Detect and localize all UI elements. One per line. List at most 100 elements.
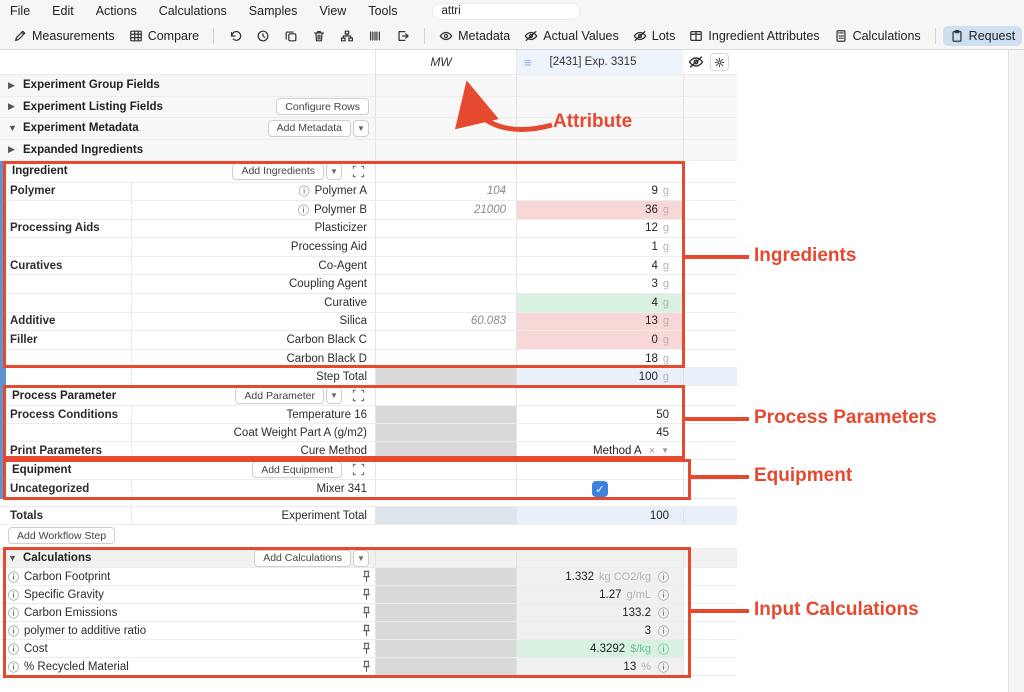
experiment-metadata-row[interactable]: ▼ Experiment Metadata Add Metadata ▼	[0, 118, 737, 140]
drag-handle-icon[interactable]: ≡	[524, 55, 532, 70]
amount-cell[interactable]: 18 g	[516, 349, 683, 368]
parameter-value-cell[interactable]: 45	[516, 424, 683, 442]
menu-view[interactable]: View	[319, 4, 347, 18]
search-input[interactable]	[431, 2, 580, 20]
workflow-button[interactable]	[333, 26, 361, 46]
clear-selection-icon[interactable]: ×	[648, 444, 656, 457]
export-button[interactable]	[389, 26, 417, 46]
expand-section-icon[interactable]	[352, 463, 365, 476]
info-icon[interactable]: ⓘ	[658, 661, 669, 674]
column-settings-button[interactable]	[710, 53, 729, 71]
chevron-right-icon[interactable]: ▶	[8, 79, 15, 90]
menu-edit[interactable]: Edit	[52, 4, 74, 18]
info-icon[interactable]: ⓘ	[658, 643, 669, 656]
undo-button[interactable]	[221, 26, 249, 46]
mw-cell[interactable]	[375, 219, 516, 238]
cure-method-select[interactable]: Method A × ▼	[516, 442, 683, 460]
pin-icon[interactable]	[362, 570, 371, 583]
info-icon[interactable]: ⓘ	[658, 625, 669, 638]
info-icon[interactable]: ⓘ	[8, 571, 19, 584]
experiment-column-header[interactable]: ≡ [2431] Exp. 3315	[516, 50, 683, 74]
delete-button[interactable]	[305, 26, 333, 46]
menu-actions[interactable]: Actions	[95, 4, 137, 18]
add-parameter-button[interactable]: Add Parameter	[235, 387, 324, 405]
info-icon[interactable]: ⓘ	[297, 204, 309, 217]
add-calculations-dropdown[interactable]: ▼	[353, 549, 369, 567]
pin-icon[interactable]	[362, 624, 371, 637]
add-ingredients-dropdown[interactable]: ▼	[326, 162, 342, 180]
add-parameter-dropdown[interactable]: ▼	[326, 387, 342, 405]
chevron-down-icon[interactable]: ▼	[8, 123, 17, 134]
lots-toggle[interactable]: Lots	[626, 26, 683, 46]
info-icon[interactable]: ⓘ	[658, 589, 669, 602]
mw-cell[interactable]: 60.083	[375, 312, 516, 331]
chevron-down-icon[interactable]: ▼	[8, 553, 17, 563]
gear-icon	[714, 57, 725, 68]
ingredient-attributes-toggle[interactable]: Ingredient Attributes	[682, 26, 826, 46]
menu-calculations[interactable]: Calculations	[158, 4, 227, 18]
menu-file[interactable]: File	[10, 4, 31, 18]
request-button[interactable]: Request	[942, 25, 1023, 46]
info-icon[interactable]: ⓘ	[658, 607, 669, 620]
barcode-button[interactable]	[361, 26, 389, 46]
add-metadata-dropdown[interactable]: ▼	[353, 119, 369, 137]
info-icon[interactable]: ⓘ	[298, 186, 310, 199]
mw-column-header[interactable]: MW	[375, 50, 516, 74]
vertical-scrollbar[interactable]	[1008, 50, 1024, 692]
amount-cell[interactable]: 13 g	[516, 312, 683, 331]
info-icon[interactable]: ⓘ	[8, 607, 19, 620]
pin-icon[interactable]	[362, 660, 371, 673]
add-equipment-button[interactable]: Add Equipment	[252, 461, 342, 479]
info-icon[interactable]: ⓘ	[658, 571, 669, 584]
info-icon[interactable]: ⓘ	[8, 661, 19, 674]
add-metadata-button[interactable]: Add Metadata	[267, 119, 351, 137]
hide-column-icon[interactable]	[688, 54, 704, 70]
mw-cell[interactable]	[375, 238, 516, 256]
pin-icon[interactable]	[362, 642, 371, 655]
info-icon[interactable]: ⓘ	[8, 625, 19, 638]
pin-icon[interactable]	[362, 588, 371, 601]
mw-cell[interactable]	[375, 331, 516, 349]
mw-cell[interactable]: 21000	[375, 201, 516, 219]
amount-cell[interactable]: 12 g	[516, 219, 683, 238]
chevron-right-icon[interactable]: ▶	[8, 144, 15, 155]
mw-cell[interactable]	[375, 256, 516, 275]
measurements-button[interactable]: Measurements	[6, 26, 122, 46]
experiment-group-fields-row[interactable]: ▶ Experiment Group Fields	[0, 75, 737, 97]
mw-cell[interactable]	[375, 275, 516, 294]
compare-button[interactable]: Compare	[122, 26, 206, 46]
actual-values-toggle[interactable]: Actual Values	[517, 26, 626, 46]
chevron-right-icon[interactable]: ▶	[8, 101, 15, 112]
expand-section-icon[interactable]	[352, 389, 365, 402]
pin-icon[interactable]	[362, 606, 371, 619]
ingredient-row: ⓘ Polymer B 21000 36 g	[0, 201, 737, 220]
expanded-ingredients-row[interactable]: ▶ Expanded Ingredients	[0, 139, 737, 161]
info-icon[interactable]: ⓘ	[8, 643, 19, 656]
menu-tools[interactable]: Tools	[368, 4, 398, 18]
menu-samples[interactable]: Samples	[248, 4, 298, 18]
equipment-checkbox[interactable]: ✓	[592, 481, 608, 498]
parameter-value-cell[interactable]: 50	[516, 406, 683, 424]
copy-button[interactable]	[277, 26, 305, 46]
add-workflow-step-button[interactable]: Add Workflow Step	[8, 527, 116, 544]
calculations-toggle[interactable]: Calculations	[827, 26, 928, 46]
expand-section-icon[interactable]	[352, 165, 365, 178]
configure-rows-button[interactable]: Configure Rows	[276, 98, 369, 116]
add-calculations-button[interactable]: Add Calculations	[254, 549, 351, 567]
experiment-listing-fields-row[interactable]: ▶ Experiment Listing Fields Configure Row…	[0, 96, 737, 118]
mw-cell[interactable]	[375, 294, 516, 312]
history-button[interactable]	[249, 26, 277, 46]
mw-cell[interactable]: 104	[375, 182, 516, 201]
info-icon[interactable]: ⓘ	[8, 589, 19, 602]
mw-cell[interactable]	[375, 349, 516, 368]
amount-cell[interactable]: 36 g	[516, 201, 683, 219]
add-ingredients-button[interactable]: Add Ingredients	[232, 162, 324, 180]
metadata-toggle[interactable]: Metadata	[432, 26, 517, 46]
